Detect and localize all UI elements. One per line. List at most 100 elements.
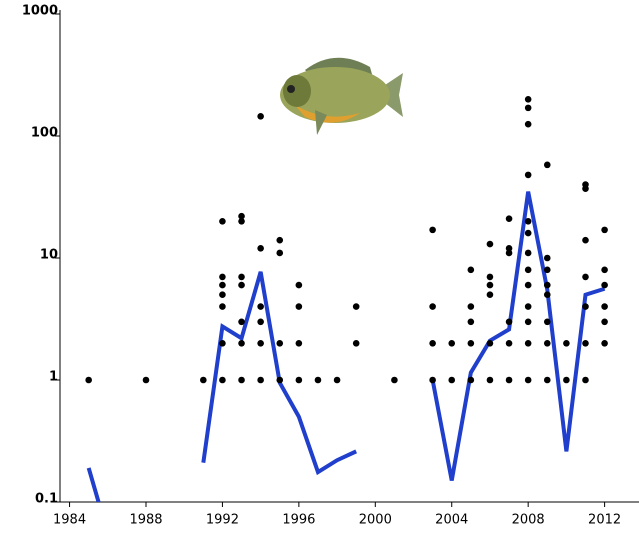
- data-point: [505, 376, 513, 384]
- data-point: [467, 318, 475, 326]
- data-point: [200, 376, 207, 384]
- data-point: [257, 303, 264, 310]
- data-point: [238, 212, 245, 220]
- data-point: [219, 273, 226, 281]
- data-point: [257, 245, 264, 252]
- data-point: [238, 339, 245, 347]
- data-point: [543, 318, 551, 326]
- data-point: [524, 171, 532, 179]
- data-point: [391, 376, 398, 384]
- data-point: [601, 318, 608, 326]
- x-tick-label: 1996: [282, 513, 315, 528]
- data-point: [276, 339, 284, 347]
- data-point: [524, 318, 532, 326]
- data-point: [295, 303, 303, 310]
- x-tick-label: 2012: [588, 513, 621, 528]
- data-point: [219, 281, 226, 289]
- data-point: [219, 217, 226, 225]
- data-point: [524, 104, 532, 112]
- data-point: [486, 339, 494, 347]
- data-point: [238, 318, 245, 326]
- data-point: [543, 266, 551, 274]
- data-point: [524, 249, 532, 257]
- y-tick-label: 1000: [22, 4, 58, 19]
- data-point: [505, 249, 513, 257]
- x-tick-label: 1984: [53, 513, 86, 528]
- data-point: [543, 254, 551, 262]
- data-point: [582, 303, 589, 310]
- y-tick-label: 10: [40, 248, 58, 263]
- data-point: [524, 217, 532, 225]
- data-point: [524, 229, 532, 237]
- data-point: [524, 120, 532, 128]
- data-point: [505, 245, 513, 252]
- data-point: [467, 376, 475, 384]
- fish-illustration: [280, 57, 403, 135]
- data-point: [486, 291, 494, 299]
- data-point: [467, 266, 475, 274]
- data-point: [524, 303, 532, 310]
- data-point: [524, 376, 532, 384]
- data-point: [276, 249, 284, 257]
- data-point: [505, 339, 513, 347]
- x-tick-label: 2004: [435, 513, 468, 528]
- data-point: [486, 376, 494, 384]
- data-point: [429, 339, 436, 347]
- data-point: [486, 273, 494, 281]
- data-point: [295, 281, 303, 289]
- data-point: [563, 339, 570, 347]
- data-point: [543, 376, 551, 384]
- data-point: [524, 281, 532, 289]
- data-point: [295, 339, 303, 347]
- data-point: [219, 291, 226, 299]
- data-point: [85, 376, 92, 384]
- x-tick-label: 1992: [206, 513, 239, 528]
- data-point: [219, 376, 226, 384]
- data-point: [601, 281, 608, 289]
- fish-fin: [315, 110, 327, 135]
- data-point: [601, 339, 608, 347]
- data-point: [505, 318, 513, 326]
- data-point: [543, 281, 551, 289]
- y-tick-label: 1: [49, 370, 58, 385]
- data-point: [333, 376, 341, 384]
- data-point: [238, 281, 245, 289]
- fish-head: [283, 75, 311, 107]
- data-point: [563, 376, 570, 384]
- data-point: [543, 339, 551, 347]
- y-tick-label: 0.1: [35, 492, 58, 507]
- data-point: [505, 215, 513, 222]
- data-point: [524, 95, 532, 103]
- data-point: [257, 376, 264, 384]
- data-point: [429, 376, 436, 384]
- x-tick-label: 2008: [512, 513, 545, 528]
- data-point: [429, 303, 436, 310]
- data-point: [582, 181, 589, 188]
- data-point: [257, 113, 264, 120]
- data-point: [352, 339, 360, 347]
- data-point: [582, 273, 589, 281]
- data-point: [601, 303, 608, 310]
- data-point: [582, 339, 589, 347]
- data-point: [601, 226, 608, 234]
- data-point: [219, 303, 226, 310]
- data-point: [601, 266, 608, 274]
- data-point: [257, 339, 264, 347]
- x-tick-label: 2000: [359, 513, 392, 528]
- fish-eye: [287, 85, 295, 93]
- data-point: [448, 339, 456, 347]
- data-point: [429, 226, 436, 234]
- data-point: [295, 376, 303, 384]
- data-point: [582, 236, 589, 244]
- data-point: [352, 303, 360, 310]
- data-point: [257, 318, 264, 326]
- data-point: [219, 339, 226, 347]
- data-point: [486, 240, 494, 248]
- plot-area: [85, 95, 608, 502]
- x-tick-label: 1988: [129, 513, 162, 528]
- data-point: [276, 236, 284, 244]
- data-point: [238, 273, 245, 281]
- data-point: [467, 303, 475, 310]
- data-point: [467, 339, 475, 347]
